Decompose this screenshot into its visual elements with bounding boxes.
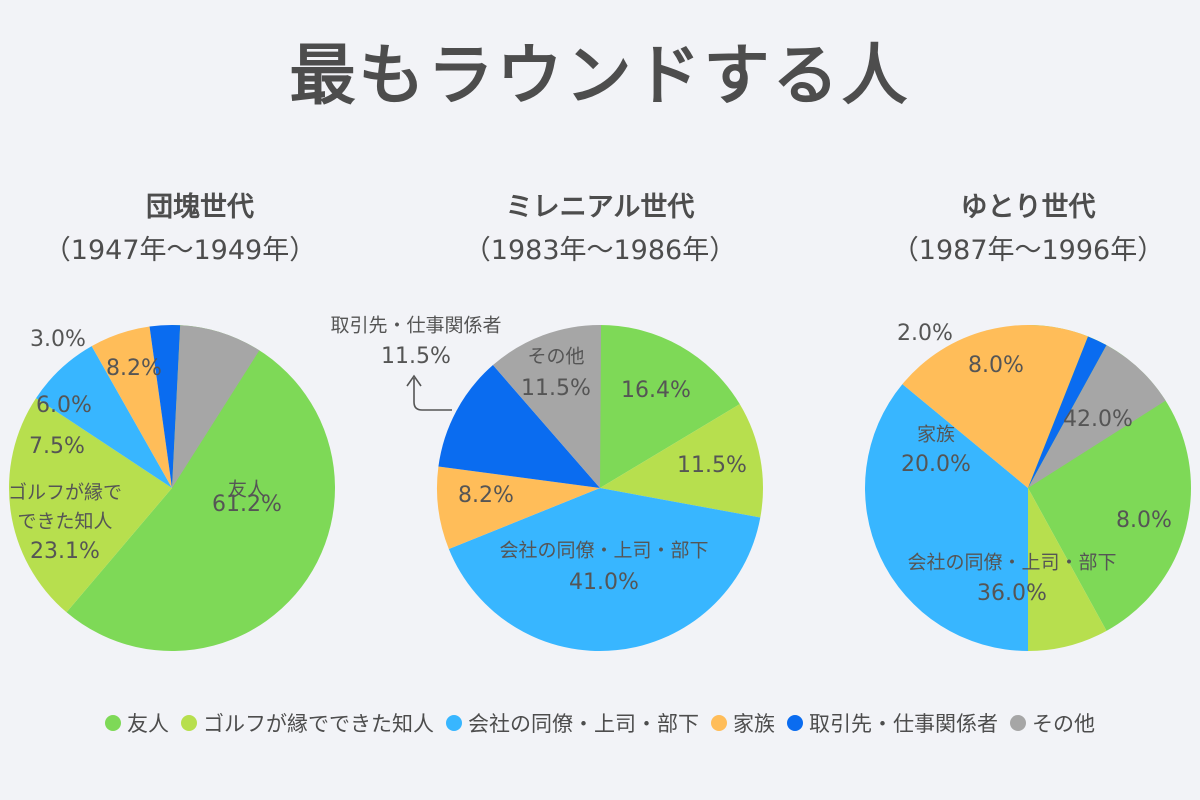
pie-1-slice-coworker xyxy=(448,488,761,651)
pie-2-slice-business xyxy=(1028,336,1107,488)
pie-0-value-label-business: 3.0% xyxy=(30,327,86,352)
legend-label: その他 xyxy=(1032,712,1095,736)
pie-1-value-label-family: 8.2% xyxy=(458,483,514,508)
pie-0-slice-business xyxy=(149,324,181,488)
pie-2-value-label-golf_acquaintance: 8.0% xyxy=(1116,508,1172,533)
pie-2-value-label-coworker: 36.0% xyxy=(977,581,1047,606)
legend-dot-icon xyxy=(787,715,803,731)
pie-0-name-label-friend: 友人 xyxy=(228,479,266,501)
legend-dot-icon xyxy=(1010,715,1026,731)
pie-0-value-label-friend: 61.2% xyxy=(212,492,282,517)
leader-arrowhead xyxy=(406,374,422,387)
chart-subtitle-millennial: （1983年〜1986年） xyxy=(463,235,737,266)
pie-0-value-label-family: 6.0% xyxy=(36,393,92,418)
pie-1-name-label-coworker: 会社の同僚・上司・部下 xyxy=(499,540,708,562)
pie-0-slice-family xyxy=(91,326,172,488)
legend-dot-icon xyxy=(446,715,462,731)
pie-0-slice-golf_acquaintance xyxy=(8,398,172,613)
legend-item-business: 取引先・仕事関係者 xyxy=(787,708,998,738)
legend: 友人 ゴルフが縁でできた知人 会社の同僚・上司・部下 家族 取引先・仕事関係者 その他 xyxy=(0,708,1200,738)
pie-0-slice-coworker xyxy=(36,346,173,488)
pie-2-slice-family xyxy=(902,325,1089,488)
legend-item-golf_acquaintance: ゴルフが縁でできた知人 xyxy=(181,708,434,738)
chart-subtitle-dankai: （1947年〜1949年） xyxy=(43,235,317,266)
pie-1-slice-business xyxy=(438,365,600,488)
pie-1-slice-family xyxy=(437,466,600,549)
pie-0-value-label-coworker: 7.5% xyxy=(29,434,85,459)
legend-label: 会社の同僚・上司・部下 xyxy=(468,712,699,736)
pie-2-value-label-friend: 42.0% xyxy=(1063,407,1133,432)
pie-1-slice-golf_acquaintance xyxy=(600,404,763,518)
pie-0-slice-other xyxy=(172,325,260,488)
main-title: 最もラウンドする人 xyxy=(289,37,911,114)
pie-0-name-label-golf_acquaintance: ゴルフが縁で xyxy=(8,482,122,504)
pie-2-name-label-coworker: 会社の同僚・上司・部下 xyxy=(907,552,1116,574)
pie-1-name-label-other: その他 xyxy=(527,346,584,368)
chart-subtitle-yutori: （1987年〜1996年） xyxy=(891,235,1165,266)
legend-label: ゴルフが縁でできた知人 xyxy=(203,712,434,736)
pie-0-name-label-golf_acquaintance: できた知人 xyxy=(17,511,112,533)
legend-label: 取引先・仕事関係者 xyxy=(809,712,998,736)
leader-arrow-business xyxy=(413,378,452,411)
legend-item-friend: 友人 xyxy=(105,708,169,738)
pie-2-slice-golf_acquaintance xyxy=(1028,488,1107,651)
pie-2-name-label-family: 家族 xyxy=(917,424,955,446)
legend-dot-icon xyxy=(711,715,727,731)
legend-dot-icon xyxy=(181,715,197,731)
chart-title-millennial: ミレニアル世代 xyxy=(505,192,695,223)
pie-2-slice-other xyxy=(1028,345,1166,488)
pie-0-value-label-other: 8.2% xyxy=(106,356,162,381)
legend-label: 友人 xyxy=(127,712,169,736)
legend-item-other: その他 xyxy=(1010,708,1095,738)
legend-dot-icon xyxy=(105,715,121,731)
pie-1-slice-other xyxy=(492,325,602,488)
pie-1-value-label-business: 11.5% xyxy=(381,344,451,369)
pie-1-value-label-friend: 16.4% xyxy=(621,378,691,403)
legend-label: 家族 xyxy=(733,712,775,736)
pie-2-value-label-family: 20.0% xyxy=(901,452,971,477)
legend-item-coworker: 会社の同僚・上司・部下 xyxy=(446,708,699,738)
pie-1-value-label-other: 11.5% xyxy=(521,376,591,401)
pie-1-name-label-business: 取引先・仕事関係者 xyxy=(330,315,501,337)
legend-item-family: 家族 xyxy=(711,708,775,738)
pie-1-slice-friend xyxy=(600,325,740,488)
pie-1-value-label-golf_acquaintance: 11.5% xyxy=(677,453,747,478)
chart-title-yutori: ゆとり世代 xyxy=(960,192,1096,223)
pie-2-value-label-business: 2.0% xyxy=(897,321,953,346)
pie-2-value-label-other: 8.0% xyxy=(968,353,1024,378)
chart-title-dankai: 団塊世代 xyxy=(146,192,254,223)
pie-2-slice-coworker xyxy=(864,384,1028,651)
pie-1-value-label-coworker: 41.0% xyxy=(569,570,639,595)
pie-0-value-label-golf_acquaintance: 23.1% xyxy=(30,539,100,564)
pie-0-slice-friend xyxy=(66,325,335,651)
